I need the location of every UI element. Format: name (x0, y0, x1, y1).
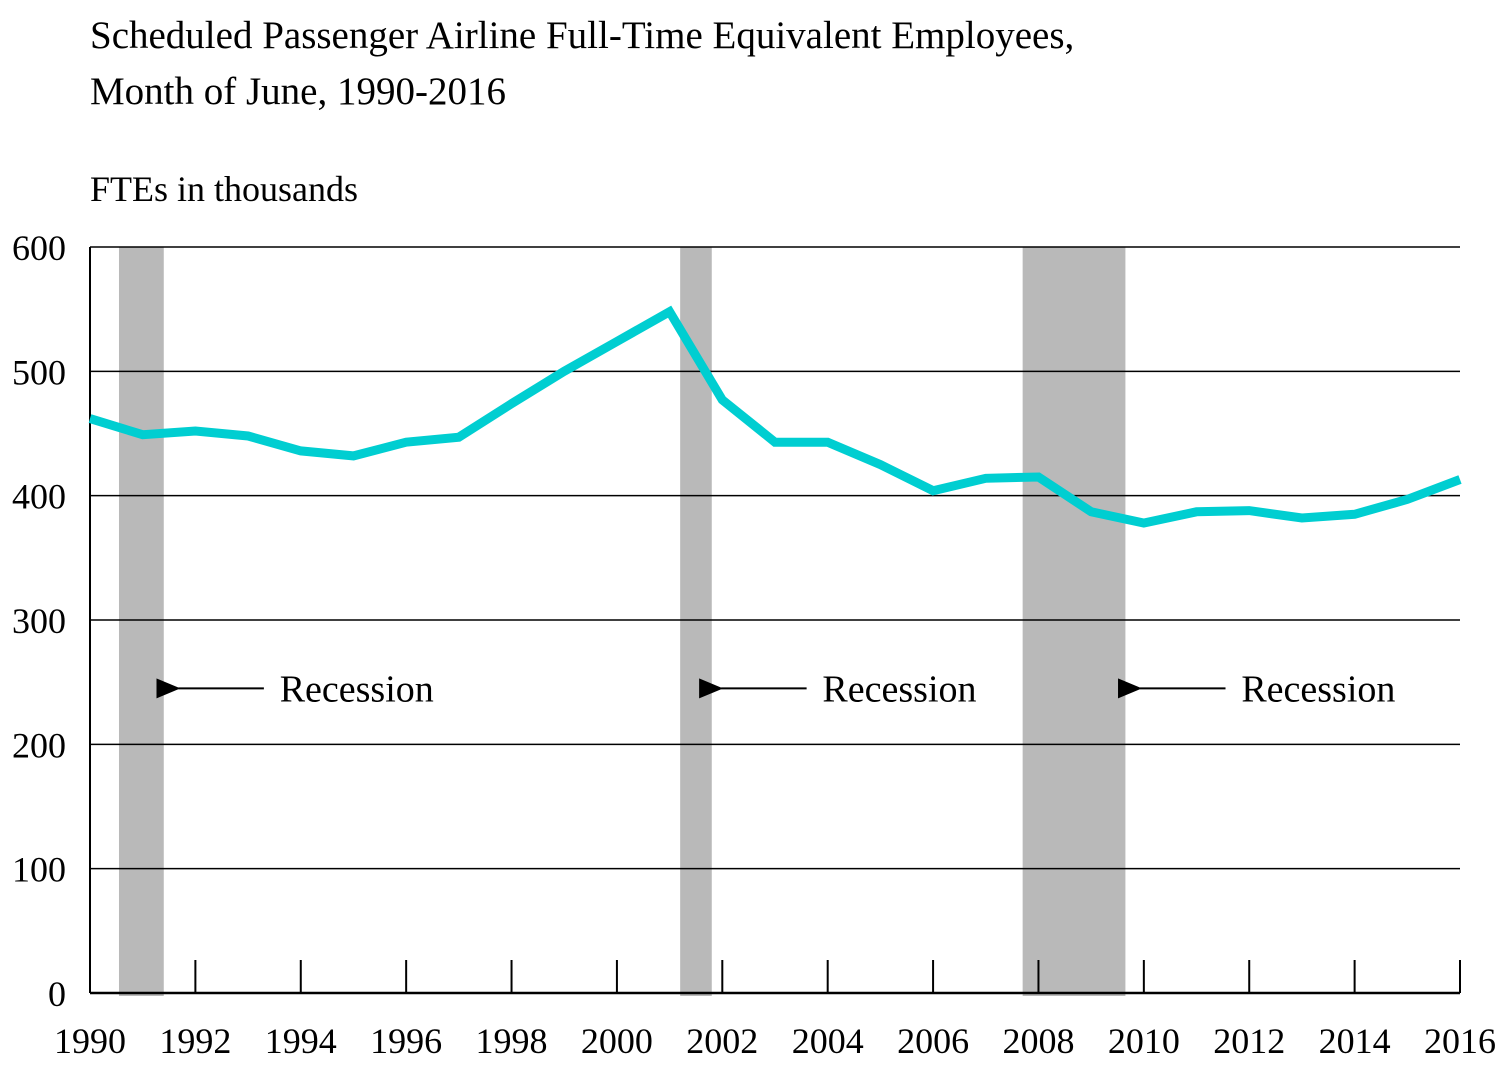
x-tick-label-2000: 2000 (581, 1021, 653, 1061)
x-tick-label-1992: 1992 (159, 1021, 231, 1061)
y-tick-label-600: 600 (12, 228, 66, 268)
x-tick-label-1996: 1996 (370, 1021, 442, 1061)
x-tick-label-2012: 2012 (1213, 1021, 1285, 1061)
chart-title: Scheduled Passenger Airline Full-Time Eq… (90, 8, 1074, 120)
y-tick-label-500: 500 (12, 352, 66, 392)
y-tick-label-0: 0 (48, 974, 66, 1014)
x-tick-label-2006: 2006 (897, 1021, 969, 1061)
y-axis-label: FTEs in thousands (90, 169, 359, 209)
recession-label-1: Recession (280, 668, 434, 710)
x-tick-label-1990: 1990 (54, 1021, 126, 1061)
y-tick-label-200: 200 (12, 725, 66, 765)
recession-label-2: Recession (822, 668, 976, 710)
x-tick-label-1998: 1998 (476, 1021, 548, 1061)
recession-label-3: Recession (1241, 668, 1395, 710)
y-tick-label-300: 300 (12, 601, 66, 641)
x-tick-label-2004: 2004 (792, 1021, 864, 1061)
y-tick-label-100: 100 (12, 850, 66, 890)
chart-title-line-1: Scheduled Passenger Airline Full-Time Eq… (90, 14, 1075, 57)
x-tick-label-2002: 2002 (686, 1021, 758, 1061)
x-tick-label-1994: 1994 (265, 1021, 337, 1061)
y-tick-label-400: 400 (12, 477, 66, 517)
x-tick-label-2008: 2008 (1002, 1021, 1074, 1061)
x-tick-label-2016: 2016 (1424, 1021, 1496, 1061)
recession-band-3 (1022, 247, 1126, 996)
chart-title-line-2: Month of June, 1990-2016 (90, 70, 506, 113)
x-tick-label-2010: 2010 (1108, 1021, 1180, 1061)
x-tick-label-2014: 2014 (1319, 1021, 1391, 1061)
recession-band-1 (118, 247, 164, 996)
series-line-1 (88, 305, 1462, 528)
